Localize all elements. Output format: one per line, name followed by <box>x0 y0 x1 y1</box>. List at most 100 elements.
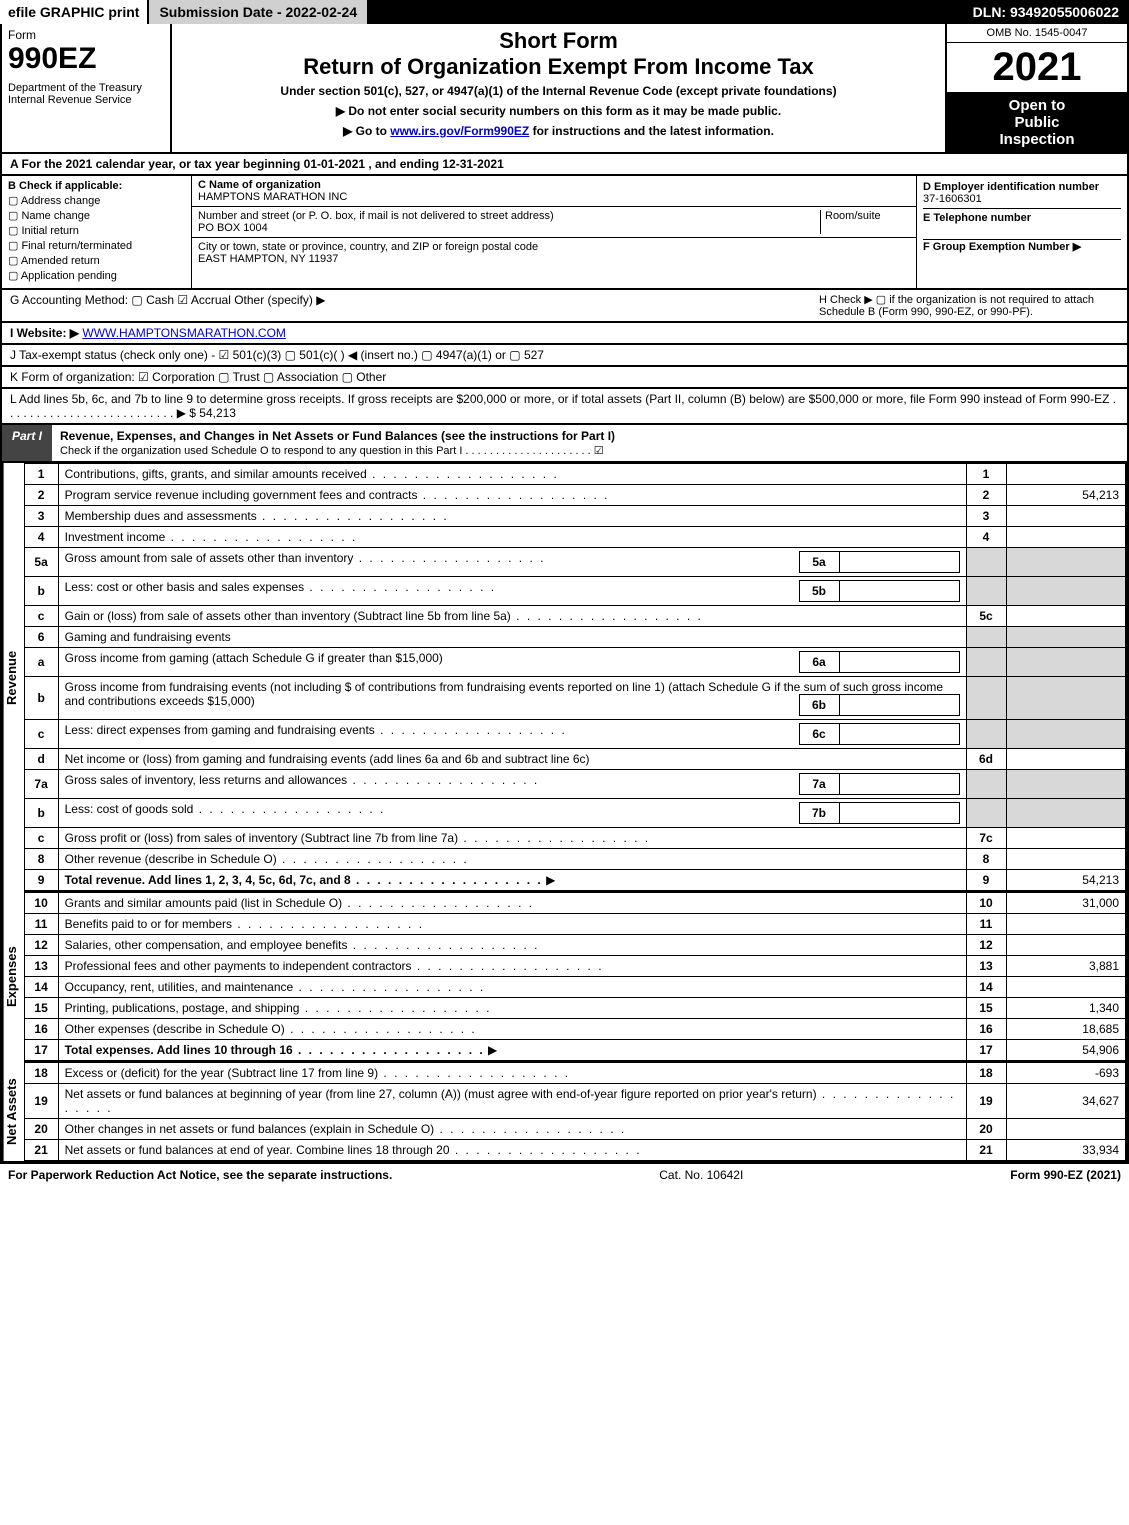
footer-form: Form 990-EZ (2021) <box>1010 1168 1121 1182</box>
line-12: 12Salaries, other compensation, and empl… <box>24 935 1126 956</box>
line-17: 17Total expenses. Add lines 10 through 1… <box>24 1040 1126 1062</box>
check-name-change[interactable]: Name change <box>8 209 185 222</box>
line-6: 6 Gaming and fundraising events <box>24 627 1126 648</box>
website-label: I Website: ▶ <box>10 326 79 340</box>
line-2: 2 Program service revenue including gove… <box>24 485 1126 506</box>
line-17-amt: 54,906 <box>1006 1040 1126 1062</box>
d-ein: 37-1606301 <box>923 193 982 205</box>
line-6d: d Net income or (loss) from gaming and f… <box>24 749 1126 770</box>
line-5c-amt <box>1006 606 1126 627</box>
line-4-text: Investment income <box>58 527 966 548</box>
e-phone-label: E Telephone number <box>923 212 1031 224</box>
line-17-text: Total expenses. Add lines 10 through 16 <box>65 1043 485 1057</box>
line-14-text: Occupancy, rent, utilities, and maintena… <box>58 977 966 998</box>
line-6c-text: Less: direct expenses from gaming and fu… <box>65 723 567 737</box>
website-link[interactable]: WWW.HAMPTONSMARATHON.COM <box>82 326 286 340</box>
line-3-amt <box>1006 506 1126 527</box>
check-initial-return[interactable]: Initial return <box>8 224 185 237</box>
irs-link[interactable]: www.irs.gov/Form990EZ <box>390 124 529 138</box>
line-3: 3 Membership dues and assessments 3 <box>24 506 1126 527</box>
line-11: 11Benefits paid to or for members11 <box>24 914 1126 935</box>
line-6d-amt <box>1006 749 1126 770</box>
c-org-name: HAMPTONS MARATHON INC <box>198 191 347 203</box>
line-6a: a Gross income from gaming (attach Sched… <box>24 648 1126 677</box>
line-7c: c Gross profit or (loss) from sales of i… <box>24 828 1126 849</box>
c-street: PO BOX 1004 <box>198 222 268 234</box>
line-7b-text: Less: cost of goods sold <box>65 802 386 816</box>
line-1-text: Contributions, gifts, grants, and simila… <box>58 464 966 485</box>
dept-label: Department of the Treasury Internal Reve… <box>8 82 164 106</box>
part-1-sub: Check if the organization used Schedule … <box>60 445 604 457</box>
dln: DLN: 93492055006022 <box>369 0 1129 24</box>
line-10: 10Grants and similar amounts paid (list … <box>24 893 1126 914</box>
line-6a-text: Gross income from gaming (attach Schedul… <box>65 651 443 665</box>
row-k-form-org: K Form of organization: ☑ Corporation ▢ … <box>0 367 1129 389</box>
tax-year: 2021 <box>947 43 1127 93</box>
row-h-schedule-b: H Check ▶ ▢ if the organization is not r… <box>819 293 1119 318</box>
line-13: 13Professional fees and other payments t… <box>24 956 1126 977</box>
line-14: 14Occupancy, rent, utilities, and mainte… <box>24 977 1126 998</box>
instr-goto-post: for instructions and the latest informat… <box>529 124 774 138</box>
line-14-amt <box>1006 977 1126 998</box>
c-city-label: City or town, state or province, country… <box>198 241 538 253</box>
netassets-side-label: Net Assets <box>2 1062 24 1161</box>
line-10-text: Grants and similar amounts paid (list in… <box>58 893 966 914</box>
line-4: 4 Investment income 4 <box>24 527 1126 548</box>
line-5a: 5a Gross amount from sale of assets othe… <box>24 548 1126 577</box>
line-2-text: Program service revenue including govern… <box>58 485 966 506</box>
line-18-amt: -693 <box>1006 1063 1126 1084</box>
line-18: 18Excess or (deficit) for the year (Subt… <box>24 1063 1126 1084</box>
line-21-amt: 33,934 <box>1006 1140 1126 1161</box>
d-ein-label: D Employer identification number <box>923 181 1099 193</box>
omb-number: OMB No. 1545-0047 <box>947 24 1127 43</box>
line-21: 21Net assets or fund balances at end of … <box>24 1140 1126 1161</box>
line-5c-text: Gain or (loss) from sale of assets other… <box>58 606 966 627</box>
line-19: 19Net assets or fund balances at beginni… <box>24 1084 1126 1119</box>
line-21-text: Net assets or fund balances at end of ye… <box>58 1140 966 1161</box>
line-10-amt: 31,000 <box>1006 893 1126 914</box>
line-11-text: Benefits paid to or for members <box>58 914 966 935</box>
line-5c: c Gain or (loss) from sale of assets oth… <box>24 606 1126 627</box>
row-j-tax-exempt: J Tax-exempt status (check only one) - ☑… <box>0 345 1129 367</box>
open-line1: Open to <box>951 97 1123 114</box>
line-20-text: Other changes in net assets or fund bala… <box>58 1119 966 1140</box>
line-9: 9 Total revenue. Add lines 1, 2, 3, 4, 5… <box>24 870 1126 892</box>
part-1-header: Part I Revenue, Expenses, and Changes in… <box>0 425 1129 463</box>
c-room-label: Room/suite <box>820 210 910 234</box>
open-line2: Public <box>951 114 1123 131</box>
part-1-title: Revenue, Expenses, and Changes in Net As… <box>60 429 615 443</box>
return-title: Return of Organization Exempt From Incom… <box>176 54 941 80</box>
line-8-text: Other revenue (describe in Schedule O) <box>58 849 966 870</box>
line-6b: b Gross income from fundraising events (… <box>24 677 1126 720</box>
line-1: 1 Contributions, gifts, grants, and simi… <box>24 464 1126 485</box>
open-line3: Inspection <box>951 131 1123 148</box>
part-1-tab: Part I <box>2 425 52 461</box>
form-code: 990EZ <box>8 42 164 76</box>
line-5b-text: Less: cost or other basis and sales expe… <box>65 580 497 594</box>
check-address-change[interactable]: Address change <box>8 194 185 207</box>
line-7c-text: Gross profit or (loss) from sales of inv… <box>58 828 966 849</box>
line-15: 15Printing, publications, postage, and s… <box>24 998 1126 1019</box>
line-11-amt <box>1006 914 1126 935</box>
submission-date: Submission Date - 2022-02-24 <box>149 0 369 24</box>
line-4-amt <box>1006 527 1126 548</box>
row-a-taxyear: A For the 2021 calendar year, or tax yea… <box>0 154 1129 176</box>
check-application-pending[interactable]: Application pending <box>8 269 185 282</box>
line-16-text: Other expenses (describe in Schedule O) <box>58 1019 966 1040</box>
check-final-return[interactable]: Final return/terminated <box>8 239 185 252</box>
line-1-amt <box>1006 464 1126 485</box>
line-19-amt: 34,627 <box>1006 1084 1126 1119</box>
line-9-text: Total revenue. Add lines 1, 2, 3, 4, 5c,… <box>65 873 543 887</box>
line-16-amt: 18,685 <box>1006 1019 1126 1040</box>
check-amended-return[interactable]: Amended return <box>8 254 185 267</box>
line-7a: 7a Gross sales of inventory, less return… <box>24 770 1126 799</box>
line-9-amt: 54,213 <box>1006 870 1126 892</box>
revenue-side-label: Revenue <box>2 463 24 892</box>
line-2-amt: 54,213 <box>1006 485 1126 506</box>
line-3-text: Membership dues and assessments <box>58 506 966 527</box>
line-6-text: Gaming and fundraising events <box>58 627 966 648</box>
line-6d-text: Net income or (loss) from gaming and fun… <box>58 749 966 770</box>
c-street-label: Number and street (or P. O. box, if mail… <box>198 210 554 222</box>
instr-goto: ▶ Go to www.irs.gov/Form990EZ for instru… <box>176 124 941 138</box>
line-8-amt <box>1006 849 1126 870</box>
